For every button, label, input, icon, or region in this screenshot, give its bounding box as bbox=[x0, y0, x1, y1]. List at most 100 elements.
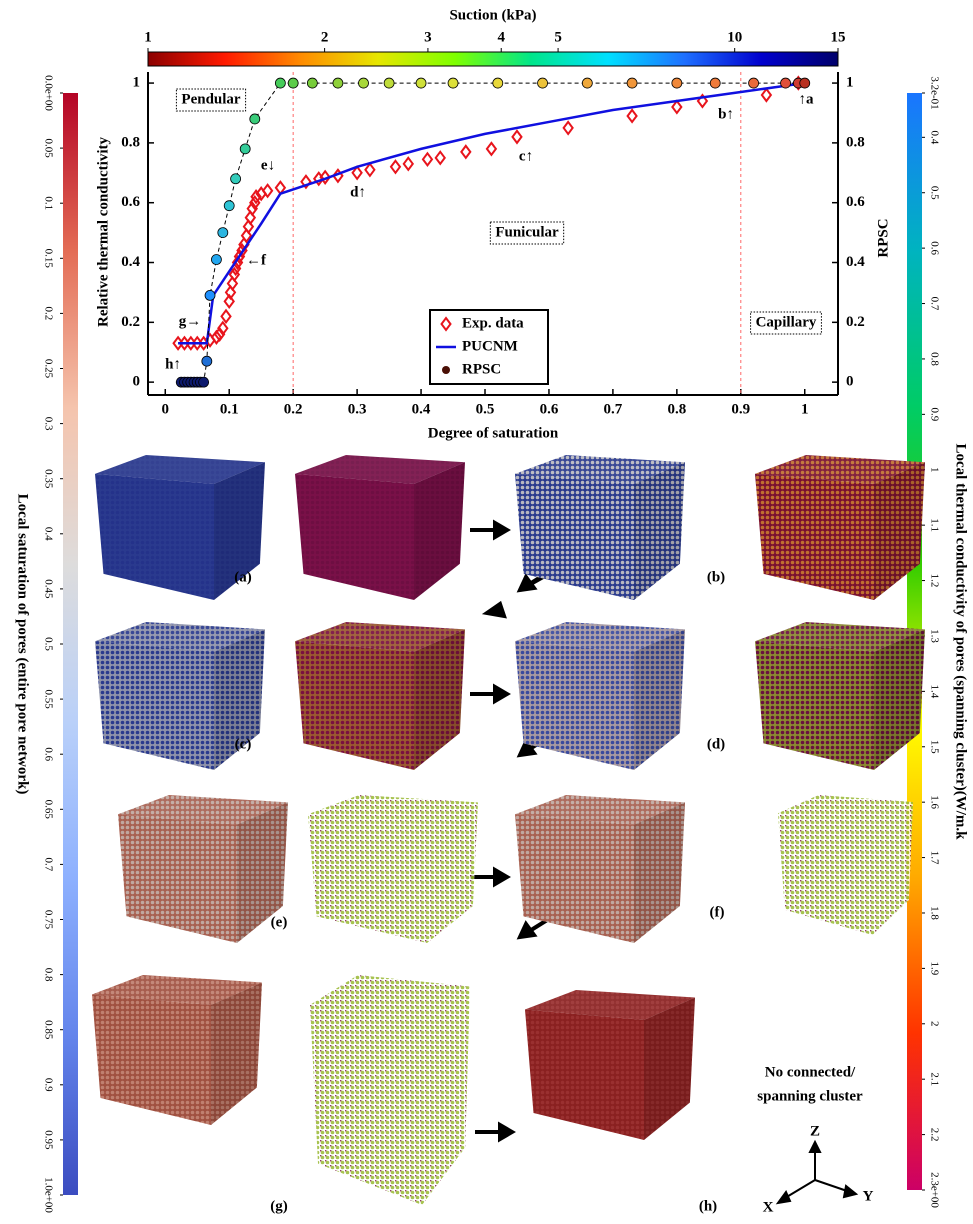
model-line bbox=[178, 83, 805, 343]
colorbar-tick-label: 1.3 bbox=[928, 629, 940, 643]
colorbar-tick-label: 0.05 bbox=[42, 138, 54, 158]
cube bbox=[92, 975, 262, 1125]
data-point bbox=[582, 78, 592, 88]
note: No connected/ bbox=[765, 1064, 856, 1080]
colorbar-title: Suction (kPa) bbox=[449, 7, 536, 23]
colorbar-tick-label: 0.0e+00 bbox=[42, 75, 54, 111]
x-tick-label: 0.9 bbox=[731, 401, 750, 417]
data-point bbox=[218, 228, 228, 238]
data-point bbox=[202, 356, 212, 366]
data-point bbox=[749, 78, 759, 88]
colorbar-tick-label: 3 bbox=[424, 29, 432, 45]
data-point bbox=[404, 158, 413, 170]
cube bbox=[755, 622, 925, 770]
data-point bbox=[423, 153, 432, 165]
colorbar-tick-label: 0.8 bbox=[42, 968, 54, 982]
region-label: Funicular bbox=[495, 224, 559, 240]
panel-label: (b) bbox=[707, 569, 725, 585]
cube bbox=[515, 795, 685, 943]
colorbar-tick-label: 1.6 bbox=[928, 795, 940, 809]
cube bbox=[778, 795, 913, 935]
y-tick-label: 0.8 bbox=[121, 134, 140, 150]
x-tick-label: 1 bbox=[801, 401, 809, 417]
data-point bbox=[307, 78, 317, 88]
cube bbox=[118, 795, 288, 943]
x-tick-label: 0.6 bbox=[540, 401, 559, 417]
data-point bbox=[564, 122, 573, 134]
cube-shade bbox=[211, 983, 262, 1126]
point-marker: d↑ bbox=[350, 184, 366, 200]
colorbar-tick-label: 0.1 bbox=[42, 196, 54, 210]
colorbar-tick-label: 0.55 bbox=[42, 689, 54, 709]
data-point bbox=[211, 255, 221, 265]
y2-tick-label: 0.6 bbox=[846, 194, 865, 210]
data-point bbox=[672, 101, 681, 113]
colorbar-tick-label: 3.2e-01 bbox=[928, 76, 940, 109]
legend-swatch bbox=[442, 366, 450, 374]
cube bbox=[525, 990, 695, 1140]
colorbar-title: Local saturation of pores (entire pore n… bbox=[15, 494, 31, 795]
colorbar-tick-label: 0.95 bbox=[42, 1130, 54, 1150]
legend-label: RPSC bbox=[462, 361, 501, 377]
colorbar-tick-label: 2.1 bbox=[928, 1072, 940, 1086]
colorbar-tick-label: 10 bbox=[727, 29, 742, 45]
x-tick-label: 0.1 bbox=[220, 401, 239, 417]
colorbar-tick-label: 0.65 bbox=[42, 800, 54, 820]
colorbar-tick-label: 0.2 bbox=[42, 307, 54, 321]
y2-tick-label: 1 bbox=[846, 75, 854, 91]
colorbar-tick-label: 1 bbox=[928, 467, 940, 473]
colorbar-tick-label: 1.2 bbox=[928, 574, 940, 588]
data-point bbox=[538, 78, 548, 88]
x-tick-label: 0.2 bbox=[284, 401, 303, 417]
cube bbox=[755, 455, 925, 600]
colorbar-tick-label: 0.9 bbox=[928, 407, 940, 421]
colorbar-tick-label: 2 bbox=[928, 1021, 940, 1026]
y2-tick-label: 0.8 bbox=[846, 134, 865, 150]
y-axis-label: Relative thermal conductivity bbox=[95, 137, 111, 327]
panel-label: (f) bbox=[710, 904, 725, 920]
colorbar-tick-label: 0.3 bbox=[42, 417, 54, 431]
data-point bbox=[288, 78, 298, 88]
cube bbox=[308, 795, 478, 943]
cube-shade bbox=[414, 462, 465, 600]
colorbar-tick-label: 1.7 bbox=[928, 851, 940, 865]
colorbar-tick-label: 0.6 bbox=[42, 747, 54, 761]
panel-label: (d) bbox=[707, 736, 725, 752]
data-point bbox=[333, 78, 343, 88]
legend-label: Exp. data bbox=[462, 315, 524, 331]
colorbar-tick-label: 0.45 bbox=[42, 579, 54, 599]
y2-axis-label: RPSC bbox=[875, 218, 891, 257]
cube-shade bbox=[634, 629, 685, 770]
colorbar-tick-label: 0.5 bbox=[42, 637, 54, 651]
data-point bbox=[359, 78, 369, 88]
legend: Exp. dataPUCNMRPSC bbox=[430, 310, 548, 384]
region-label: Capillary bbox=[756, 314, 817, 330]
data-point bbox=[436, 152, 445, 164]
data-point bbox=[628, 110, 637, 122]
colorbar-tick-label: 0.25 bbox=[42, 359, 54, 379]
colorbar-tick-label: 0.7 bbox=[42, 858, 54, 872]
x-tick-label: 0.5 bbox=[476, 401, 495, 417]
y2-tick-label: 0.4 bbox=[846, 254, 865, 270]
colorbar-tick-label: 0.5 bbox=[928, 186, 940, 200]
colorbar-tick-label: 0.7 bbox=[928, 297, 940, 311]
data-point bbox=[512, 131, 521, 143]
colorbar-tick-label: 0.75 bbox=[42, 910, 54, 930]
colorbar-tick-label: 15 bbox=[831, 29, 846, 45]
x-tick-label: 0.7 bbox=[604, 401, 623, 417]
data-point bbox=[487, 143, 496, 155]
axis-triad bbox=[778, 1142, 856, 1203]
data-point bbox=[416, 78, 426, 88]
point-marker: c↑ bbox=[519, 148, 533, 164]
colorbar-tick-label: 5 bbox=[554, 29, 562, 45]
colorbar-tick-label: 1 bbox=[144, 29, 152, 45]
cube-shade bbox=[644, 998, 695, 1141]
data-point bbox=[710, 78, 720, 88]
colorbar bbox=[148, 52, 838, 66]
y2-tick-label: 0.2 bbox=[846, 314, 865, 330]
point-marker: h↑ bbox=[165, 356, 181, 372]
point-marker: b↑ bbox=[718, 106, 734, 122]
cube-shade bbox=[414, 629, 465, 770]
y-tick-label: 0 bbox=[133, 374, 141, 390]
point-marker: g→ bbox=[179, 313, 202, 329]
